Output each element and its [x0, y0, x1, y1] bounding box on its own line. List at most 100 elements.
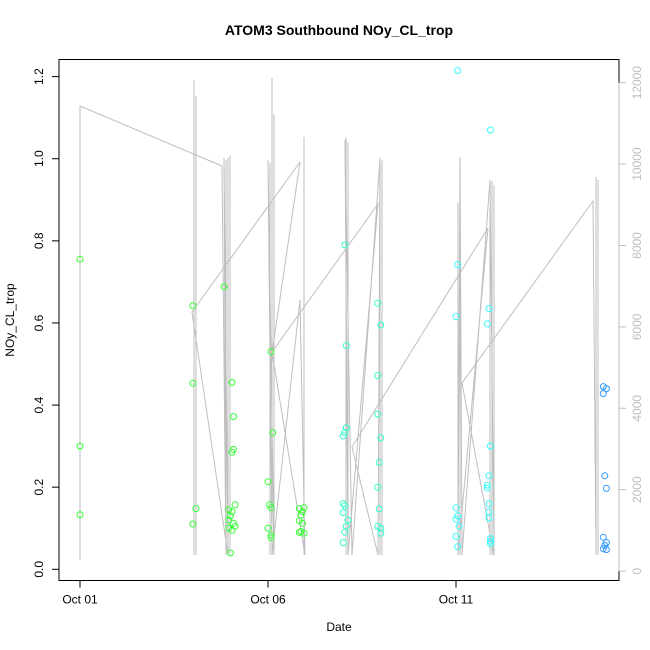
- data-point: [377, 524, 385, 532]
- data-point: [295, 528, 303, 536]
- data-point: [226, 512, 234, 520]
- data-point: [454, 67, 462, 74]
- data-point: [375, 459, 383, 466]
- data-point: [339, 500, 347, 508]
- data-point: [601, 472, 609, 480]
- x-axis: Oct 01 Oct 06 Oct 11: [62, 580, 474, 607]
- data-point: [300, 529, 308, 537]
- data-point: [601, 542, 609, 549]
- data-point: [299, 508, 306, 516]
- data-point: [454, 261, 462, 269]
- data-point: [452, 532, 460, 540]
- data-point: [602, 385, 610, 393]
- data-point: [487, 535, 494, 542]
- data-point: [344, 516, 352, 524]
- data-point: [300, 504, 308, 512]
- data-point: [374, 483, 382, 491]
- data-point: [454, 543, 462, 551]
- data-point: [454, 512, 462, 520]
- y2-tick-label: 10000: [630, 147, 644, 181]
- x-tick-label: Oct 11: [439, 593, 474, 607]
- y2-axis: 0 2000 4000 6000 8000 10000 12000: [618, 66, 644, 574]
- data-point: [339, 509, 347, 517]
- data-point: [375, 505, 383, 513]
- data-point: [485, 508, 493, 516]
- altitude-line: [79, 105, 597, 560]
- data-point: [339, 432, 347, 440]
- data-point: [267, 531, 275, 539]
- plot-area: [58, 59, 620, 581]
- data-point: [599, 545, 607, 553]
- data-point: [487, 126, 494, 134]
- data-point: [228, 379, 236, 386]
- y-tick-label: 0.8: [32, 232, 46, 249]
- data-point: [230, 413, 237, 421]
- data-point: [452, 313, 460, 321]
- data-point: [483, 320, 491, 328]
- altitude-trace: [79, 78, 599, 560]
- data-point: [231, 501, 239, 509]
- data-point: [341, 502, 349, 510]
- data-point: [485, 472, 493, 480]
- data-point: [602, 484, 610, 492]
- data-point: [267, 504, 275, 512]
- data-point: [374, 299, 382, 307]
- data-point: [264, 524, 272, 532]
- y-tick-label: 0.2: [32, 479, 46, 496]
- data-point: [487, 442, 494, 450]
- data-point: [76, 442, 84, 450]
- y2-tick-label: 2000: [630, 476, 644, 503]
- data-point: [487, 537, 494, 545]
- data-point: [228, 448, 236, 456]
- data-point: [374, 410, 382, 418]
- data-point: [225, 516, 233, 524]
- data-point: [189, 302, 197, 310]
- data-point: [220, 283, 228, 291]
- y-tick-label: 0.4: [32, 396, 46, 413]
- y-tick-label: 1.0: [32, 150, 46, 167]
- data-point: [455, 522, 463, 530]
- data-point: [342, 342, 350, 349]
- x-tick-label: Oct 06: [250, 593, 286, 607]
- data-point: [485, 305, 493, 313]
- data-point: [228, 526, 236, 534]
- y-axis: 0.0 0.2 0.4 0.6 0.8 1.0 1.2: [32, 68, 60, 578]
- data-point: [228, 508, 236, 516]
- y-tick-label: 0.0: [32, 561, 46, 578]
- y2-tick-label: 12000: [630, 66, 644, 100]
- data-point: [264, 478, 272, 486]
- data-point: [485, 500, 493, 508]
- y-axis-label: NOy_CL_trop: [3, 283, 17, 357]
- data-point: [267, 534, 275, 542]
- data-point: [599, 390, 607, 398]
- y-tick-label: 0.6: [32, 314, 46, 331]
- data-point: [602, 546, 610, 554]
- data-point: [189, 379, 197, 387]
- data-point: [189, 520, 197, 528]
- data-point: [377, 434, 385, 442]
- data-point: [341, 528, 349, 536]
- data-point: [452, 515, 460, 523]
- data-point: [269, 429, 277, 437]
- x-tick-label: Oct 01: [62, 593, 98, 607]
- data-point: [342, 424, 350, 432]
- data-point: [452, 504, 460, 512]
- x-axis-label: Date: [326, 620, 352, 634]
- data-point: [299, 519, 306, 527]
- data-point: [226, 549, 234, 557]
- data-points: [76, 67, 610, 557]
- data-point: [483, 481, 491, 489]
- data-point: [487, 540, 494, 548]
- data-point: [192, 505, 200, 512]
- y2-tick-label: 6000: [630, 313, 644, 340]
- data-point: [599, 533, 607, 541]
- y2-tick-label: 8000: [630, 232, 644, 259]
- chart-title: ATOM3 Southbound NOy_CL_trop: [225, 22, 453, 38]
- y2-tick-label: 0: [630, 567, 644, 574]
- data-point: [76, 255, 84, 263]
- data-point: [485, 514, 493, 522]
- y2-tick-label: 4000: [630, 395, 644, 422]
- data-point: [267, 348, 275, 356]
- data-point: [377, 321, 385, 329]
